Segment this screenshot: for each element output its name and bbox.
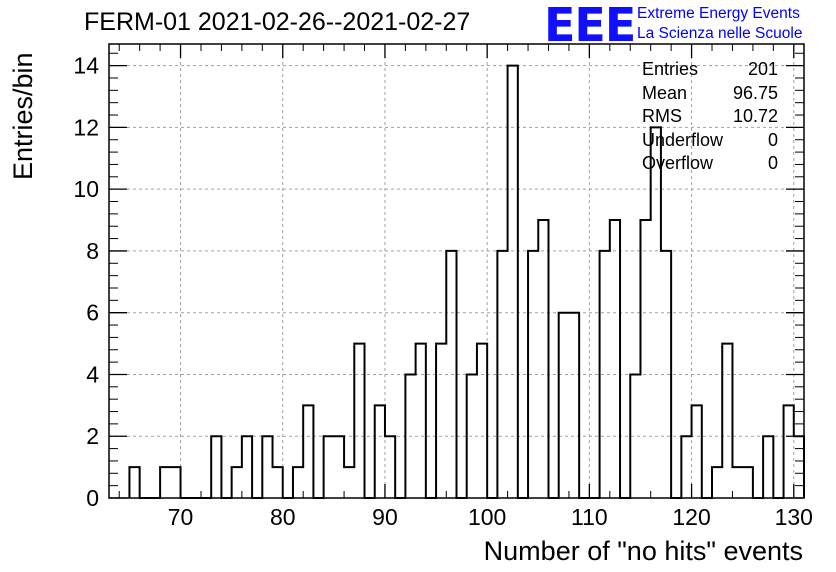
y-tick-label: 0	[86, 485, 99, 511]
y-tick-label: 6	[86, 300, 99, 326]
x-tick-label: 100	[468, 504, 506, 530]
eee-logo: EEE Extreme Energy Events La Scienza nel…	[544, 0, 834, 52]
x-tick-label: 120	[672, 504, 710, 530]
tick-labels: 70 80 90 100 110 120 130 0 2 4 6 8 10 12 14	[73, 53, 813, 530]
histogram-line	[128, 64, 805, 499]
y-tick-label: 2	[86, 423, 99, 449]
stats-row-overflow: Overflow 0	[642, 152, 778, 176]
stats-label: Underflow	[642, 129, 724, 150]
logo-line2: La Scienza nelle Scuole	[637, 25, 803, 42]
stats-label: Overflow	[642, 153, 714, 173]
chart-title: FERM-01 2021-02-26--2021-02-27	[84, 8, 471, 36]
stats-box: Entries 201 Mean 96.75 RMS 10.72 Underfl…	[642, 58, 778, 176]
stats-row-entries: Entries 201	[642, 58, 778, 82]
y-axis-label: Entries/bin	[8, 52, 38, 180]
y-tick-label: 8	[86, 238, 99, 264]
stats-label: RMS	[642, 106, 682, 126]
stats-row-rms: RMS 10.72	[642, 105, 778, 129]
y-tick-label: 4	[86, 361, 99, 387]
stats-value: 0	[767, 153, 778, 173]
logo-line1: Extreme Energy Events	[637, 5, 800, 22]
stats-row-underflow: Underflow 0	[642, 129, 778, 153]
y-tick-label: 12	[73, 114, 99, 140]
stats-label: Entries	[642, 59, 699, 79]
stats-row-mean: Mean 96.75	[642, 82, 778, 106]
y-tick-label: 10	[73, 176, 99, 202]
stats-value: 10.72	[732, 106, 778, 126]
stats-value: 0	[767, 129, 778, 150]
x-tick-label: 130	[775, 504, 813, 530]
x-tick-label: 110	[571, 504, 608, 530]
x-tick-label: 80	[270, 504, 296, 530]
x-tick-label: 90	[372, 504, 398, 530]
logo-mark: EEE	[544, 0, 636, 52]
y-tick-label: 14	[73, 53, 99, 79]
axis-ticks	[109, 44, 804, 499]
stats-value: 201	[747, 59, 778, 79]
plot-frame	[108, 43, 805, 499]
x-axis-label: Number of "no hits" events	[483, 536, 803, 566]
stats-value: 96.75	[732, 82, 778, 103]
stats-label: Mean	[642, 82, 688, 103]
x-tick-label: 70	[168, 504, 194, 530]
